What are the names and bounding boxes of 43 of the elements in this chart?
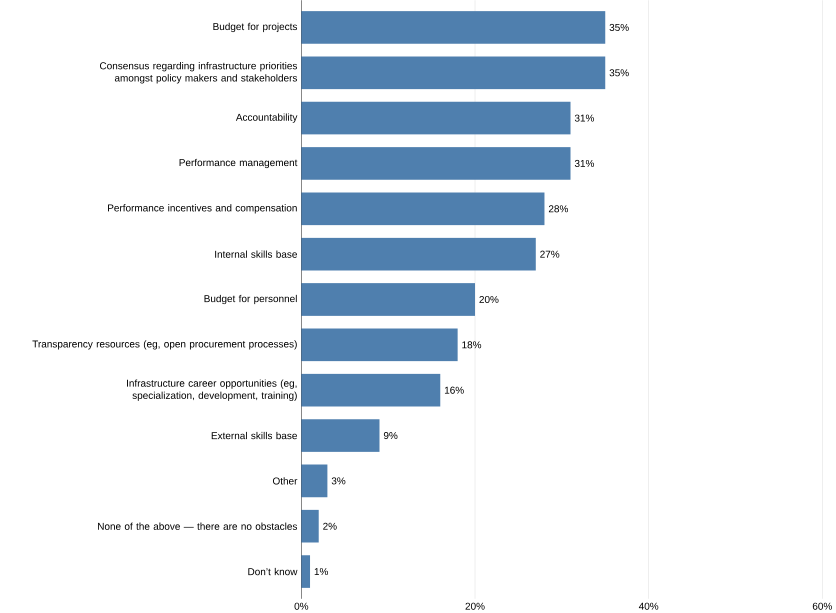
data-label: 27% <box>540 250 560 258</box>
y-tick-label: Budget for personnel <box>204 294 297 304</box>
data-label: 20% <box>479 296 499 303</box>
y-tick-label: Performance incentives and compensation <box>108 204 297 214</box>
y-tick-label: External skills base <box>212 432 297 439</box>
bar <box>301 192 544 225</box>
data-label: 31% <box>574 160 594 167</box>
bar <box>301 464 328 497</box>
y-tick-label: Accountability <box>236 113 298 123</box>
y-tick-label: Budget for projects <box>213 22 298 32</box>
data-label: 9% <box>384 432 398 439</box>
bar <box>301 418 380 452</box>
data-label: 31% <box>574 114 594 122</box>
data-label: 2% <box>323 522 337 530</box>
y-tick-label: Infrastructure career opportunities (eg, specialization, development, training) <box>127 379 297 401</box>
x-tick-label: 0% <box>294 602 308 610</box>
data-label: 35% <box>610 69 629 76</box>
data-label: 16% <box>444 386 464 394</box>
y-tick-label: Other <box>272 476 298 484</box>
y-tick-label: Performance management <box>180 158 298 168</box>
data-label: 18% <box>462 341 482 348</box>
bar <box>301 282 476 316</box>
y-tick-label: Consensus regarding infrastructure priorities amongst policy makers and stakeholders <box>100 62 298 84</box>
bar <box>301 555 310 588</box>
bar <box>301 56 606 89</box>
bar <box>301 374 440 406</box>
data-label: 1% <box>314 568 328 575</box>
bar <box>301 510 319 542</box>
bar <box>301 238 536 270</box>
bar <box>301 328 458 361</box>
bar <box>301 10 606 44</box>
y-tick-label: Transparency resources (eg, open procurement processes) <box>32 340 297 350</box>
x-tick-label: 60% <box>812 602 832 610</box>
x-tick-label: 20% <box>466 602 485 610</box>
data-label: 3% <box>332 477 346 484</box>
data-label: 28% <box>548 205 568 212</box>
data-label: 35% <box>610 24 629 31</box>
x-tick-label: 40% <box>638 602 658 610</box>
y-tick-label: Internal skills base <box>215 250 297 258</box>
y-tick-label: None of the above — there are no obstacles <box>98 522 298 530</box>
y-tick-label: Don’t know <box>248 568 298 576</box>
bar <box>301 102 571 134</box>
bar <box>301 146 571 180</box>
